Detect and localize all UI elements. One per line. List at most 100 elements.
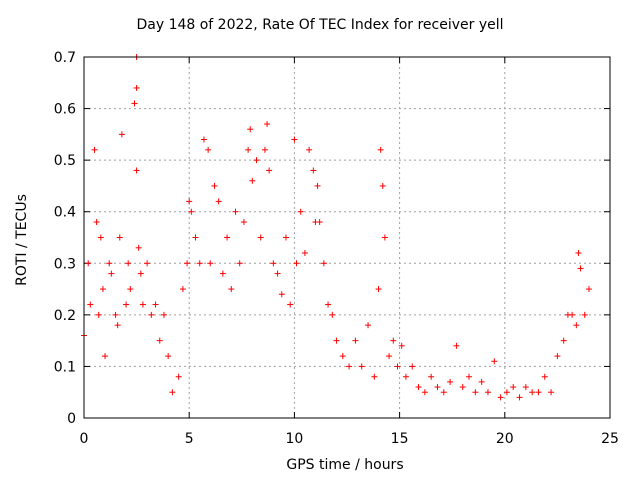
data-point (139, 301, 146, 308)
data-point (569, 311, 576, 318)
data-point (386, 353, 393, 360)
data-point (306, 146, 313, 153)
data-point (114, 322, 121, 329)
data-point (575, 249, 582, 256)
data-point (434, 384, 441, 391)
data-point (133, 84, 140, 91)
data-point (394, 363, 401, 370)
data-point (415, 384, 422, 391)
data-point (585, 286, 592, 293)
data-point (421, 389, 428, 396)
data-point (135, 244, 142, 251)
data-point (247, 126, 254, 133)
data-point (228, 286, 235, 293)
y-tick-label: 0.5 (54, 153, 76, 169)
data-point (160, 311, 167, 318)
data-point (333, 337, 340, 344)
data-point (554, 353, 561, 360)
x-axis-label: GPS time / hours (286, 457, 404, 473)
data-point (375, 286, 382, 293)
data-point (144, 260, 151, 267)
data-point (106, 260, 113, 267)
data-point (127, 286, 134, 293)
data-point (184, 260, 191, 267)
y-tick-label: 0.7 (54, 50, 76, 66)
axis-ticks: 0 0.1 0.2 0.3 0.4 0.5 0.6 0.7 0 5 10 15 20 25 (54, 50, 619, 447)
data-point (459, 384, 466, 391)
data-point (440, 389, 447, 396)
data-point (541, 373, 548, 380)
data-point (95, 311, 102, 318)
data-point (466, 373, 473, 380)
data-point (148, 311, 155, 318)
data-point (472, 389, 479, 396)
data-point (428, 373, 435, 380)
data-point (133, 167, 140, 174)
y-tick-label: 0.2 (54, 308, 76, 324)
data-point (516, 394, 523, 401)
data-point (339, 353, 346, 360)
data-point (123, 301, 130, 308)
data-point (503, 389, 510, 396)
data-point (152, 301, 159, 308)
data-point (301, 249, 308, 256)
data-point (577, 265, 584, 272)
data-point (215, 198, 222, 205)
data-point (97, 234, 104, 241)
data-point (112, 311, 119, 318)
data-point (346, 363, 353, 370)
data-point (379, 182, 386, 189)
data-point (186, 198, 193, 205)
data-point (314, 182, 321, 189)
data-point (261, 146, 268, 153)
data-point (529, 389, 536, 396)
x-tick-label: 0 (80, 431, 89, 447)
data-point (131, 100, 138, 107)
data-point (402, 373, 409, 380)
data-point (560, 337, 567, 344)
data-point (116, 234, 123, 241)
data-point (535, 389, 542, 396)
plot-frame (83, 56, 611, 419)
data-point (293, 260, 300, 267)
data-point (270, 260, 277, 267)
data-point (297, 208, 304, 215)
data-point (358, 363, 365, 370)
data-point (371, 373, 378, 380)
data-point (93, 219, 100, 226)
data-point (175, 373, 182, 380)
y-tick-label: 0.1 (54, 359, 76, 375)
data-point (264, 121, 271, 128)
data-point (232, 208, 239, 215)
data-point (352, 337, 359, 344)
y-tick-label: 0 (67, 411, 76, 427)
data-point (329, 311, 336, 318)
data-point (165, 353, 172, 360)
data-point (491, 358, 498, 365)
data-point (219, 270, 226, 277)
data-point (573, 322, 580, 329)
data-point (169, 389, 176, 396)
data-point (266, 167, 273, 174)
data-point (282, 234, 289, 241)
x-tick-label: 5 (185, 431, 194, 447)
data-point (236, 260, 243, 267)
data-point (245, 146, 252, 153)
data-point (188, 208, 195, 215)
data-point (447, 378, 454, 385)
data-points (81, 54, 592, 401)
data-point (548, 389, 555, 396)
data-point (409, 363, 416, 370)
data-point (453, 342, 460, 349)
data-point (156, 337, 163, 344)
data-point (211, 182, 218, 189)
data-point (224, 234, 231, 241)
data-point (200, 136, 207, 143)
data-point (137, 270, 144, 277)
data-point (253, 157, 260, 164)
data-point (196, 260, 203, 267)
data-point (118, 131, 125, 138)
grid-lines (84, 57, 610, 418)
data-point (478, 378, 485, 385)
